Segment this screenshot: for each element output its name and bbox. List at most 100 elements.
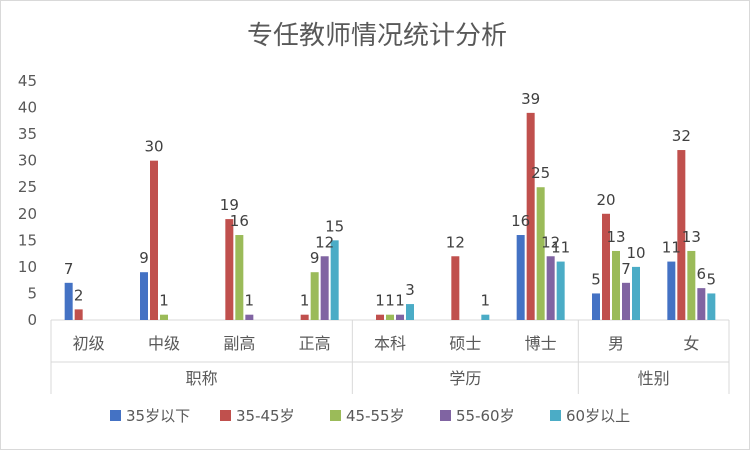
bar	[602, 213, 610, 320]
bar	[406, 304, 414, 320]
data-label: 5	[591, 270, 601, 288]
bar	[396, 314, 404, 320]
y-tick-label: 40	[18, 99, 37, 117]
bar	[451, 256, 460, 320]
y-tick-label: 35	[18, 125, 37, 143]
bar	[516, 235, 525, 320]
bar	[376, 314, 384, 320]
y-tick-label: 0	[27, 311, 37, 329]
data-label: 12	[446, 233, 465, 251]
bar	[74, 309, 83, 320]
data-label: 7	[621, 260, 631, 278]
data-label: 11	[662, 239, 681, 257]
bar	[245, 314, 254, 320]
x-category-label: 硕士	[449, 334, 481, 353]
bar	[310, 272, 319, 320]
y-tick-label: 20	[18, 205, 37, 223]
data-label: 7	[64, 260, 74, 278]
x-group-label: 学历	[449, 369, 481, 388]
bar	[707, 293, 716, 320]
bar	[622, 282, 630, 320]
data-label: 19	[220, 196, 239, 214]
legend-swatch	[440, 410, 451, 421]
bar	[556, 261, 565, 320]
legend-label: 35岁以下	[126, 407, 190, 425]
data-label: 20	[596, 191, 615, 209]
data-label: 5	[707, 270, 717, 288]
bar	[612, 250, 620, 320]
data-label: 10	[626, 244, 645, 262]
data-label: 39	[521, 90, 540, 108]
data-label: 1	[375, 292, 385, 310]
data-label: 1	[481, 292, 491, 310]
y-tick-label: 5	[27, 284, 37, 302]
bar	[677, 150, 686, 320]
axes: 051015202530354045初级 中级 副高 正高 本科 硕士 博士男女职称 学历 性别	[18, 72, 730, 394]
data-label: 30	[144, 138, 163, 156]
x-category-label: 本科	[374, 334, 406, 353]
data-label: 2	[74, 286, 84, 304]
data-label: 1	[395, 292, 405, 310]
data-label: 9	[310, 249, 320, 267]
data-label: 16	[511, 212, 530, 230]
data-label: 15	[325, 217, 344, 235]
data-label: 1	[159, 292, 169, 310]
x-category-label: 女	[683, 334, 699, 353]
y-tick-label: 15	[18, 231, 37, 249]
bar	[687, 250, 696, 320]
legend-swatch	[330, 410, 341, 421]
data-label: 12	[315, 233, 334, 251]
legend-label: 60岁以上	[566, 407, 630, 425]
bar	[536, 187, 545, 320]
bar	[140, 272, 148, 320]
data-label: 9	[139, 249, 149, 267]
bar	[320, 256, 329, 320]
bar	[546, 256, 555, 320]
bar	[386, 314, 394, 320]
data-label: 1	[245, 292, 255, 310]
legend-label: 35-45岁	[236, 407, 295, 425]
legend-swatch	[110, 410, 121, 421]
y-tick-label: 30	[18, 152, 37, 170]
bar	[632, 266, 640, 320]
legend-swatch	[220, 410, 231, 421]
bar	[592, 293, 600, 320]
data-label: 11	[551, 239, 570, 257]
bar	[160, 314, 168, 320]
data-label: 13	[682, 228, 701, 246]
y-tick-label: 25	[18, 178, 37, 196]
data-label: 25	[531, 164, 550, 182]
x-category-label: 正高	[299, 334, 331, 353]
data-label: 1	[385, 292, 395, 310]
x-group-label: 性别	[638, 369, 670, 388]
bar	[330, 240, 339, 320]
bar	[300, 314, 309, 320]
legend-label: 45-55岁	[346, 407, 405, 425]
bar	[225, 219, 234, 320]
x-category-label: 博士	[525, 334, 557, 353]
legend-swatch	[550, 410, 561, 421]
y-tick-label: 10	[18, 258, 37, 276]
legend-label: 55-60岁	[456, 407, 515, 425]
legend: 35岁以下 35-45岁 45-55岁 55-60岁 60岁以上	[110, 407, 630, 425]
data-label: 16	[230, 212, 249, 230]
data-label: 1	[300, 292, 310, 310]
x-category-label: 副高	[223, 334, 255, 353]
bar	[697, 288, 706, 320]
y-tick-label: 45	[18, 72, 37, 90]
bar	[64, 282, 73, 320]
data-label: 3	[405, 281, 415, 299]
bar	[481, 314, 490, 320]
x-category-label: 初级	[73, 334, 105, 353]
chart-title: 专任教师情况统计分析	[247, 21, 507, 51]
data-label: 13	[606, 228, 625, 246]
bar	[526, 112, 535, 320]
x-category-label: 男	[608, 334, 624, 353]
bars	[64, 112, 716, 320]
data-label: 12	[541, 233, 560, 251]
bar	[235, 235, 244, 320]
bar	[667, 261, 676, 320]
data-label: 32	[672, 127, 691, 145]
